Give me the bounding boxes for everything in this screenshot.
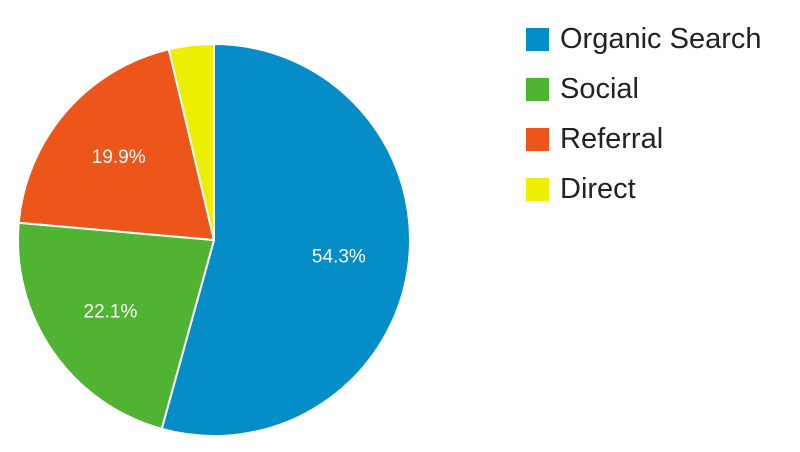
chart-legend: Organic Search Social Referral Direct [526, 14, 762, 214]
legend-item-social: Social [526, 64, 762, 114]
legend-item-referral: Referral [526, 114, 762, 164]
pie-slice-label-organic-search: 54.3% [312, 246, 366, 267]
pie-slice-social [17, 221, 215, 430]
legend-label-social: Social [560, 72, 639, 105]
pie-slices [17, 43, 411, 437]
legend-item-organic-search: Organic Search [526, 14, 762, 64]
pie-slice-label-referral: 19.9% [92, 147, 146, 168]
legend-swatch-referral [526, 127, 549, 151]
pie-slice-direct [167, 43, 215, 241]
legend-swatch-social [526, 77, 549, 101]
pie-chart: 54.3% 22.1% 19.9% [17, 43, 411, 437]
legend-label-referral: Referral [560, 122, 664, 155]
legend-swatch-organic-search [526, 27, 549, 51]
pie-slice-label-social: 22.1% [84, 301, 138, 322]
legend-label-organic-search: Organic Search [560, 22, 762, 55]
pie-slice-labels: 54.3% 22.1% 19.9% [84, 147, 366, 322]
legend-label-direct: Direct [560, 172, 636, 205]
legend-swatch-direct [526, 177, 549, 201]
legend-item-direct: Direct [526, 164, 762, 214]
pie-slice-referral [17, 48, 215, 241]
pie-slice-organic-search [160, 43, 411, 437]
